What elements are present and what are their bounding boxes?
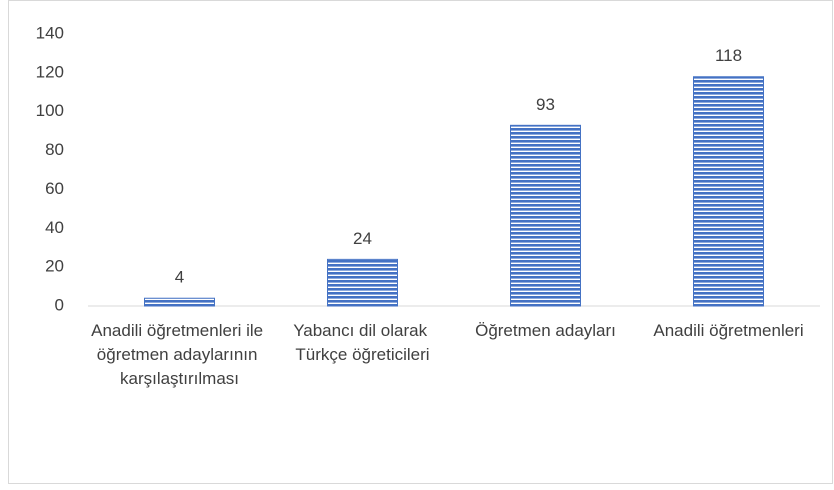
y-tick-label: 140 <box>36 23 64 42</box>
x-tick-label: Öğretmen adayları <box>475 321 616 340</box>
bar <box>327 258 398 307</box>
data-label: 4 <box>175 268 184 287</box>
data-label: 118 <box>715 46 742 65</box>
y-tick-label: 100 <box>36 101 64 120</box>
y-tick-label: 20 <box>45 257 64 276</box>
y-tick-label: 40 <box>45 218 64 237</box>
x-tick-label: Anadili öğretmenleri ile öğretmen adayla… <box>91 321 268 388</box>
y-tick-label: 60 <box>45 179 64 198</box>
y-tick-label: 80 <box>45 140 64 159</box>
bar <box>510 124 581 307</box>
data-label: 93 <box>536 95 555 114</box>
data-label: 24 <box>353 229 372 248</box>
bar <box>144 297 215 307</box>
y-tick-label: 0 <box>55 295 64 314</box>
x-tick-label: Yabancı dil olarak Türkçe öğreticileri <box>293 321 432 364</box>
x-tick-label: Anadili öğretmenleri <box>653 321 803 340</box>
bar <box>693 76 764 307</box>
y-tick-label: 120 <box>36 62 64 81</box>
